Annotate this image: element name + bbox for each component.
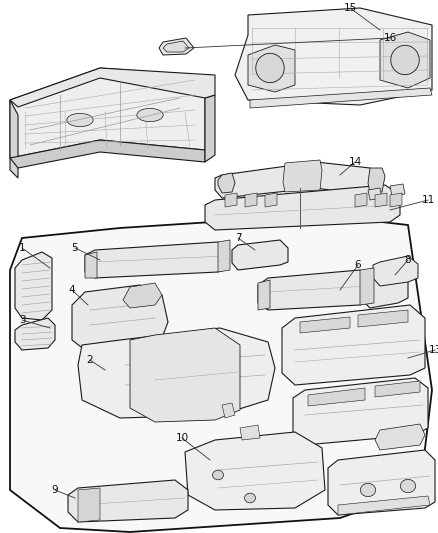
Polygon shape: [338, 496, 430, 515]
Polygon shape: [283, 160, 322, 192]
Polygon shape: [218, 173, 235, 193]
Polygon shape: [355, 193, 367, 207]
Ellipse shape: [360, 483, 376, 497]
Polygon shape: [215, 162, 380, 198]
Polygon shape: [282, 305, 425, 385]
Polygon shape: [375, 424, 425, 450]
Polygon shape: [15, 252, 52, 320]
Polygon shape: [232, 240, 288, 270]
Text: 5: 5: [72, 243, 78, 253]
Polygon shape: [250, 88, 432, 108]
Polygon shape: [375, 193, 387, 207]
Polygon shape: [218, 240, 230, 272]
Polygon shape: [240, 425, 260, 440]
Polygon shape: [10, 215, 432, 532]
Polygon shape: [360, 268, 374, 305]
Polygon shape: [300, 317, 350, 333]
Polygon shape: [225, 193, 237, 207]
Polygon shape: [159, 38, 194, 55]
Ellipse shape: [256, 53, 284, 83]
Polygon shape: [10, 68, 205, 158]
Polygon shape: [130, 328, 240, 422]
Polygon shape: [373, 256, 418, 286]
Text: 7: 7: [235, 233, 241, 243]
Polygon shape: [78, 328, 275, 418]
Ellipse shape: [137, 108, 163, 122]
Polygon shape: [85, 252, 97, 278]
Text: 4: 4: [69, 285, 75, 295]
Polygon shape: [390, 184, 405, 196]
Polygon shape: [15, 318, 55, 350]
Text: 10: 10: [176, 433, 189, 443]
Text: 6: 6: [355, 260, 361, 270]
Polygon shape: [375, 381, 420, 397]
Polygon shape: [205, 185, 400, 230]
Polygon shape: [185, 432, 325, 510]
Polygon shape: [123, 283, 162, 308]
Polygon shape: [368, 188, 382, 200]
Polygon shape: [308, 388, 365, 406]
Text: 14: 14: [348, 157, 362, 167]
Polygon shape: [248, 45, 295, 92]
Polygon shape: [258, 270, 372, 310]
Ellipse shape: [212, 470, 223, 480]
Polygon shape: [390, 193, 402, 207]
Polygon shape: [235, 8, 432, 105]
Polygon shape: [163, 41, 189, 52]
Polygon shape: [10, 100, 18, 178]
Polygon shape: [72, 285, 168, 350]
Text: 8: 8: [405, 255, 411, 265]
Text: 13: 13: [428, 345, 438, 355]
Text: 2: 2: [87, 355, 93, 365]
Polygon shape: [265, 193, 277, 207]
Text: 15: 15: [343, 3, 357, 13]
Polygon shape: [328, 450, 435, 515]
Polygon shape: [10, 140, 205, 168]
Polygon shape: [222, 403, 235, 418]
Text: 16: 16: [383, 33, 397, 43]
Ellipse shape: [244, 493, 255, 503]
Polygon shape: [368, 168, 385, 193]
Polygon shape: [380, 32, 430, 88]
Polygon shape: [85, 242, 228, 278]
Ellipse shape: [391, 45, 419, 75]
Polygon shape: [205, 95, 215, 162]
Text: 1: 1: [19, 243, 25, 253]
Polygon shape: [78, 488, 100, 522]
Polygon shape: [362, 272, 408, 308]
Polygon shape: [358, 310, 408, 327]
Polygon shape: [245, 193, 257, 207]
Polygon shape: [10, 68, 215, 107]
Polygon shape: [293, 378, 428, 445]
Ellipse shape: [67, 114, 93, 127]
Text: 3: 3: [19, 315, 25, 325]
Text: 9: 9: [52, 485, 58, 495]
Ellipse shape: [400, 479, 416, 492]
Polygon shape: [258, 280, 270, 310]
Text: 11: 11: [421, 195, 434, 205]
Polygon shape: [68, 480, 188, 522]
